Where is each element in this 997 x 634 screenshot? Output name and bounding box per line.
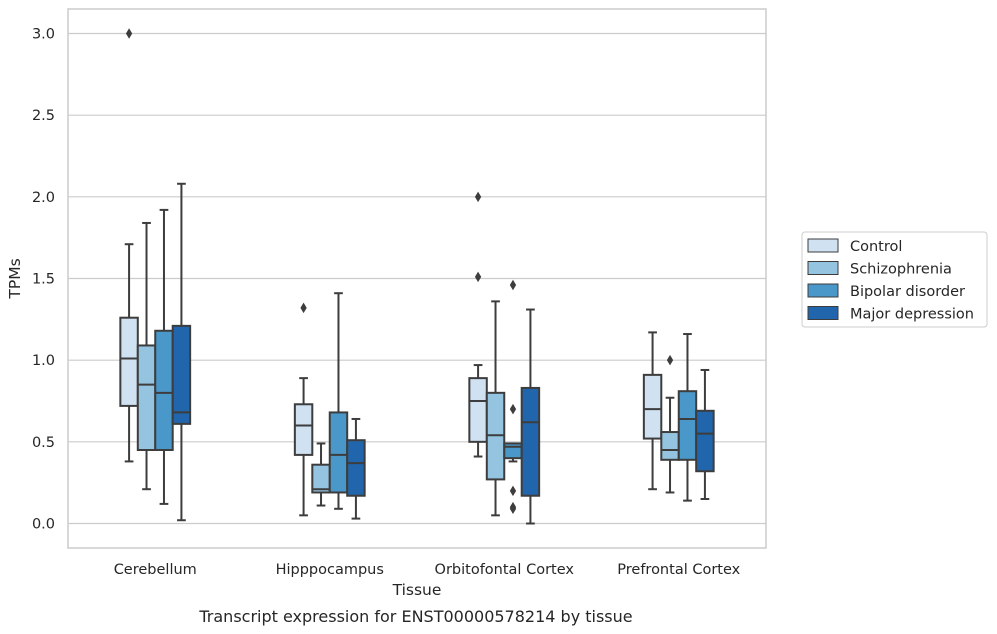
legend-frame [801, 231, 988, 328]
outlier-point [125, 28, 133, 39]
outlier-point [509, 279, 517, 291]
x-axis-label: Tissue [392, 581, 442, 599]
outlier-point [474, 271, 482, 283]
box-groups [119, 28, 715, 525]
outlier-point [509, 485, 517, 497]
box-body [136, 344, 157, 452]
legend: Control Schizophrenia Bipolar disorder Majo… [801, 231, 988, 328]
legend-entry: Schizophrenia [850, 262, 952, 278]
box-body [520, 386, 541, 497]
box-body [293, 403, 314, 456]
x-tick-label: Cerebellum [114, 562, 197, 578]
y-tick-label: 1.0 [32, 353, 55, 369]
box-body [346, 439, 366, 497]
box-control [293, 302, 314, 517]
box-bipolar-disorder [328, 292, 349, 510]
box-major-depression [520, 308, 541, 525]
box-schizophrenia [485, 300, 506, 517]
box-major-depression [171, 182, 192, 522]
y-tick-labels: 0.0 0.5 1.0 1.5 2.0 2.5 3.0 [32, 27, 55, 533]
y-tick-label: 1.5 [32, 272, 55, 288]
outlier-point [666, 354, 674, 366]
box-control [468, 191, 488, 458]
box-body [328, 411, 349, 494]
box-body [119, 316, 139, 407]
box-body [677, 390, 698, 461]
box-schizophrenia [660, 354, 680, 494]
legend-swatch [807, 306, 839, 320]
outlier-point [300, 302, 307, 314]
y-tick-label: 0.5 [32, 435, 55, 451]
box-schizophrenia [136, 221, 157, 491]
outlier-point [474, 191, 482, 203]
plot-frame [67, 8, 767, 549]
x-tick-label: Prefrontal Cortex [617, 562, 740, 578]
y-tick-label: 2.5 [32, 108, 55, 124]
box-bipolar-disorder [677, 333, 698, 502]
legend-swatch [807, 238, 839, 253]
legend-entry: Bipolar disorder [850, 284, 965, 300]
box-major-depression [346, 417, 366, 520]
chart-caption: Transcript expression for ENST0000057821… [198, 607, 632, 626]
legend-swatch [807, 261, 839, 275]
y-tick-label: 2.0 [32, 190, 55, 206]
x-tick-label: Orbitofontal Cortex [435, 562, 575, 578]
box-body [642, 373, 663, 440]
legend-swatch [807, 283, 839, 298]
box-schizophrenia [311, 442, 331, 507]
box-body [154, 329, 174, 451]
legend-entry: Major depression [850, 307, 974, 323]
box-body [503, 442, 523, 460]
box-bipolar-disorder [154, 208, 174, 505]
legend-entry: Control [850, 239, 902, 255]
box-body [695, 409, 715, 473]
box-body [660, 431, 680, 461]
box-body [468, 377, 488, 443]
y-axis-label: TPMs [6, 258, 24, 299]
box-control [642, 331, 663, 491]
box-control [119, 28, 139, 463]
y-tick-label: 0.0 [32, 517, 55, 533]
y-tick-label: 3.0 [32, 27, 55, 43]
box-bipolar-disorder [503, 279, 523, 515]
outlier-point [509, 403, 517, 415]
box-body [171, 324, 192, 425]
x-tick-labels: Cerebellum Hipppocampus Orbitofontal Corte… [114, 562, 741, 578]
x-tick-label: Hipppocampus [276, 562, 384, 578]
outlier-point [509, 503, 517, 515]
box-major-depression [695, 368, 715, 500]
